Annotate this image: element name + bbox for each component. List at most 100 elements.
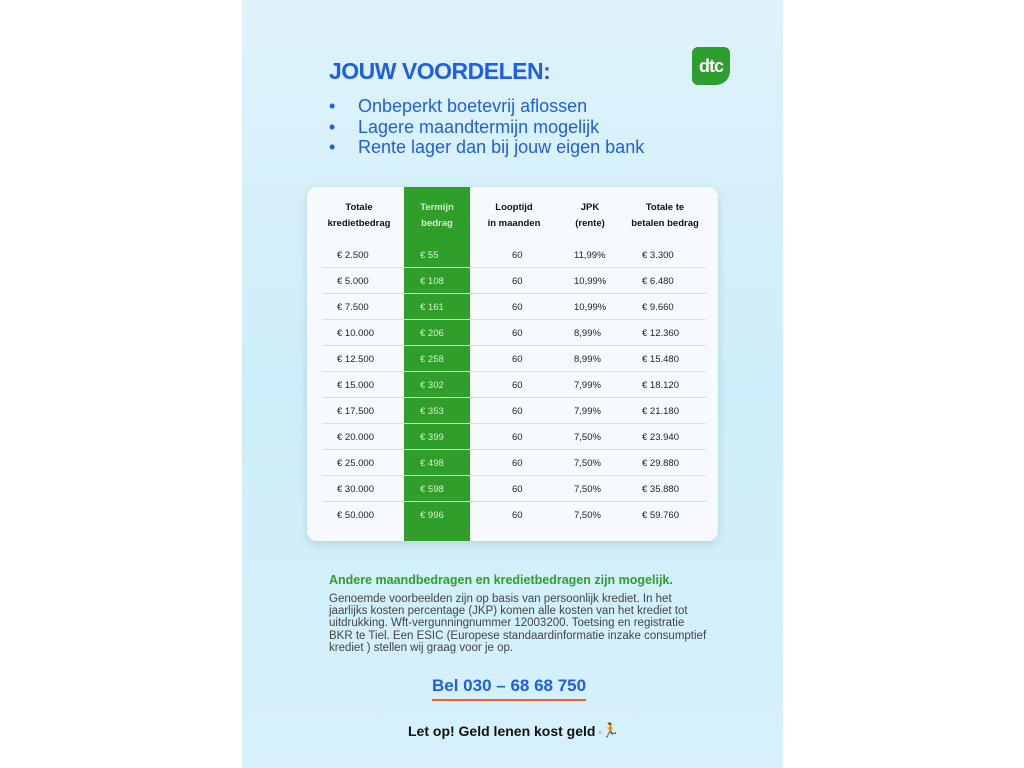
warning: Let op! Geld lenen kost geld ▫🏃 <box>408 722 619 739</box>
table-cell: € 7.500 <box>337 302 369 313</box>
table-cell: € 15.480 <box>642 354 679 365</box>
header-line: kredietbedrag <box>327 218 391 229</box>
table-cell: 7,50% <box>574 484 601 495</box>
table-cell: € 3.300 <box>642 250 674 261</box>
disclaimer: Genoemde voorbeelden zijn op basis van p… <box>329 593 707 654</box>
phone-link[interactable]: Bel 030 – 68 68 750 <box>432 676 587 701</box>
table-cell: € 5.000 <box>337 276 369 287</box>
table-cell: € 18.120 <box>642 380 679 391</box>
table-cell: € 2.500 <box>337 250 369 261</box>
table-cell: 10,99% <box>574 302 607 313</box>
table-cell: € 29.880 <box>642 458 679 469</box>
bullet-icon: • <box>329 137 336 157</box>
table-cell: 60 <box>512 354 523 365</box>
table-row: € 17.500 € 353 60 7,99% € 21.180 <box>322 398 706 424</box>
header-line: Looptijd <box>495 202 533 213</box>
table-row: € 12.500 € 258 60 8,99% € 15.480 <box>322 346 706 372</box>
column-header: JPK (rente) <box>540 200 640 232</box>
table-cell: € 55 <box>420 250 439 261</box>
table-cell: 7,99% <box>574 380 601 391</box>
table-row: € 15.000 € 302 60 7,99% € 18.120 <box>322 372 706 398</box>
table-cell: 60 <box>512 406 523 417</box>
table-cell: 60 <box>512 328 523 339</box>
header-line: in maanden <box>487 218 541 229</box>
table-cell: € 598 <box>420 484 444 495</box>
column-header: Looptijd in maanden <box>464 200 564 232</box>
table-cell: € 30.000 <box>337 484 374 495</box>
bullet-icon: • <box>329 116 336 137</box>
table-cell: € 206 <box>420 328 444 339</box>
table-cell: 7,99% <box>574 406 601 417</box>
table-cell: € 302 <box>420 380 444 391</box>
table-cell: € 15.000 <box>337 380 374 391</box>
table-cell: € 23.940 <box>642 432 679 443</box>
table-cell: € 12.500 <box>337 354 374 365</box>
loan-table: Totale kredietbedrag Termijn bedrag Looptijd… <box>307 187 718 541</box>
table-cell: 60 <box>512 276 523 287</box>
table-cell: € 161 <box>420 302 444 313</box>
table-cell: € 35.880 <box>642 484 679 495</box>
table-cell: 8,99% <box>574 354 601 365</box>
table-row: € 25.000 € 498 60 7,50% € 29.880 <box>322 450 706 476</box>
warning-text: Let op! Geld lenen kost geld <box>408 722 596 739</box>
benefit-text: Lagere maandtermijn mogelijk <box>358 116 600 137</box>
flyer-page: JOUW VOORDELEN: dtc • Onbeperkt boetevrij… <box>242 0 783 768</box>
table-cell: € 9.660 <box>642 302 674 313</box>
table-cell: € 25.000 <box>337 458 374 469</box>
table-cell: 8,99% <box>574 328 601 339</box>
table-cell: 7,50% <box>574 432 601 443</box>
table-cell: € 399 <box>420 432 444 443</box>
column-header: Totale kredietbedrag <box>309 200 409 232</box>
header-line: (rente) <box>575 218 605 229</box>
header-line: bedrag <box>421 218 453 229</box>
header-line: Totale te <box>645 202 685 213</box>
page-title: JOUW VOORDELEN: <box>329 58 551 84</box>
benefits-list: • Onbeperkt boetevrij aflossen • Lagere maa… <box>329 96 644 158</box>
table-row: € 5.000 € 108 60 10,99% € 6.480 <box>322 268 706 294</box>
table-cell: 7,50% <box>574 458 601 469</box>
header-line: betalen bedrag <box>631 218 699 229</box>
table-cell: 60 <box>512 302 523 313</box>
table-cell: 60 <box>512 432 523 443</box>
table-cell: € 21.180 <box>642 406 679 417</box>
table-cell: € 108 <box>420 276 444 287</box>
benefit-item: • Lagere maandtermijn mogelijk <box>329 117 644 138</box>
table-row: € 2.500 € 55 60 11,99% € 3.300 <box>322 242 706 268</box>
header-line: Totale <box>345 202 373 213</box>
table-cell: 10,99% <box>574 276 607 287</box>
green-note: Andere maandbedragen en kredietbedragen … <box>329 573 673 587</box>
benefit-text: Rente lager dan bij jouw eigen bank <box>358 137 645 157</box>
table-cell: € 12.360 <box>642 328 679 339</box>
table-cell: € 20.000 <box>337 432 374 443</box>
table-cell: € 17.500 <box>337 406 374 417</box>
header-line: Termijn <box>420 202 454 213</box>
table-cell: 7,50% <box>574 510 601 521</box>
header-line: JPK <box>580 202 600 213</box>
table-cell: 60 <box>512 250 523 261</box>
highlight-column <box>404 187 470 541</box>
column-header: Totale te betalen bedrag <box>615 200 715 232</box>
table-cell: € 258 <box>420 354 444 365</box>
table-cell: € 50.000 <box>337 510 374 521</box>
table-cell: € 996 <box>420 510 444 521</box>
table-cell: € 498 <box>420 458 444 469</box>
table-cell: € 10.000 <box>337 328 374 339</box>
benefit-item: • Onbeperkt boetevrij aflossen <box>329 96 644 117</box>
bullet-icon: • <box>329 96 336 116</box>
table-cell: 60 <box>512 458 523 469</box>
table-row: € 50.000 € 996 60 7,50% € 59.760 <box>322 502 706 528</box>
table-cell: 60 <box>512 484 523 495</box>
running-man-icon: ▫🏃 <box>598 722 620 738</box>
table-row: € 20.000 € 399 60 7,50% € 23.940 <box>322 424 706 450</box>
table-cell: 60 <box>512 510 523 521</box>
benefit-text: Onbeperkt boetevrij aflossen <box>358 96 588 116</box>
dtc-logo: dtc <box>692 47 730 85</box>
table-cell: € 6.480 <box>642 276 674 287</box>
table-cell: € 353 <box>420 406 444 417</box>
benefit-item: • Rente lager dan bij jouw eigen bank <box>329 137 644 158</box>
table-row: € 10.000 € 206 60 8,99% € 12.360 <box>322 320 706 346</box>
table-row: € 7.500 € 161 60 10,99% € 9.660 <box>322 294 706 320</box>
column-header: Termijn bedrag <box>387 200 487 232</box>
table-cell: 11,99% <box>574 250 606 261</box>
table-row: € 30.000 € 598 60 7,50% € 35.880 <box>322 476 706 502</box>
